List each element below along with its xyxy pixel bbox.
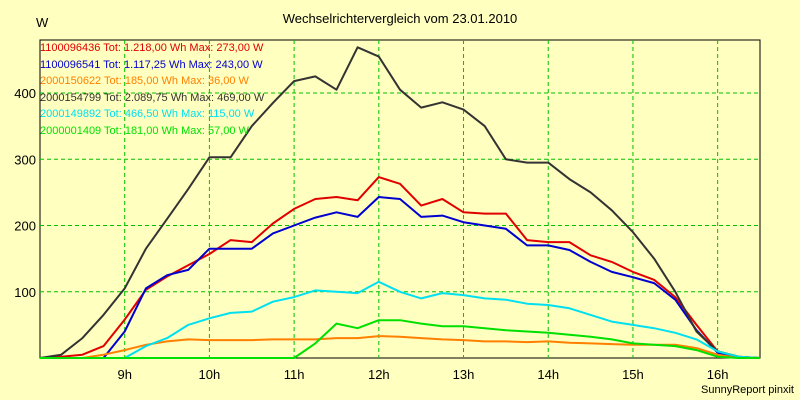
series-line-2: [40, 196, 760, 359]
plot-frame: [39, 39, 761, 359]
series-line-1: [39, 176, 761, 359]
x-tick-label: 9h: [117, 367, 131, 382]
legend-item: 1100096541 Tot: 1.117,25 Wh Max: 243,00 …: [40, 58, 263, 71]
series-line-6: [40, 319, 760, 359]
series-line-3: [40, 335, 760, 359]
y-tick-label: 100: [14, 285, 36, 300]
chart-title: Wechselrichtervergleich vom 23.01.2010: [282, 11, 518, 26]
x-tick-label: 10h: [199, 367, 221, 382]
series-line-5: [40, 280, 761, 359]
y-axis-unit-label: W: [36, 15, 49, 30]
legend-item: 1100096436 Tot: 1.218,00 Wh Max: 273,00 …: [40, 42, 264, 54]
x-tick-label: 12h: [368, 367, 390, 382]
credit-text: SunnyReport pinxit: [701, 384, 794, 396]
x-tick-label: 14h: [537, 367, 559, 382]
x-tick-label: 13h: [453, 367, 475, 382]
legend-item: 2000149892 Tot: 466,50 Wh Max: 115,00 W: [40, 108, 255, 121]
legend-item: 2000154799 Tot: 2.089,75 Wh Max: 469,00 …: [40, 91, 265, 104]
legend-item: 2000001409 Tot: 181,00 Wh Max: 57,00 W: [40, 124, 249, 137]
legend-item: 2000150622 Tot: 185,00 Wh Max: 36,00 W: [40, 75, 249, 88]
x-tick-label: 16h: [707, 367, 729, 382]
x-tick-label: 15h: [622, 367, 644, 382]
y-tick-label: 300: [14, 152, 36, 167]
series-line-4: [39, 46, 761, 359]
x-tick-label: 11h: [284, 367, 305, 382]
legend: 1100096436 Tot: 1.218,00 Wh Max: 273,00 …: [40, 40, 264, 140]
y-tick-label: 400: [14, 86, 36, 101]
y-tick-label: 200: [14, 219, 36, 234]
